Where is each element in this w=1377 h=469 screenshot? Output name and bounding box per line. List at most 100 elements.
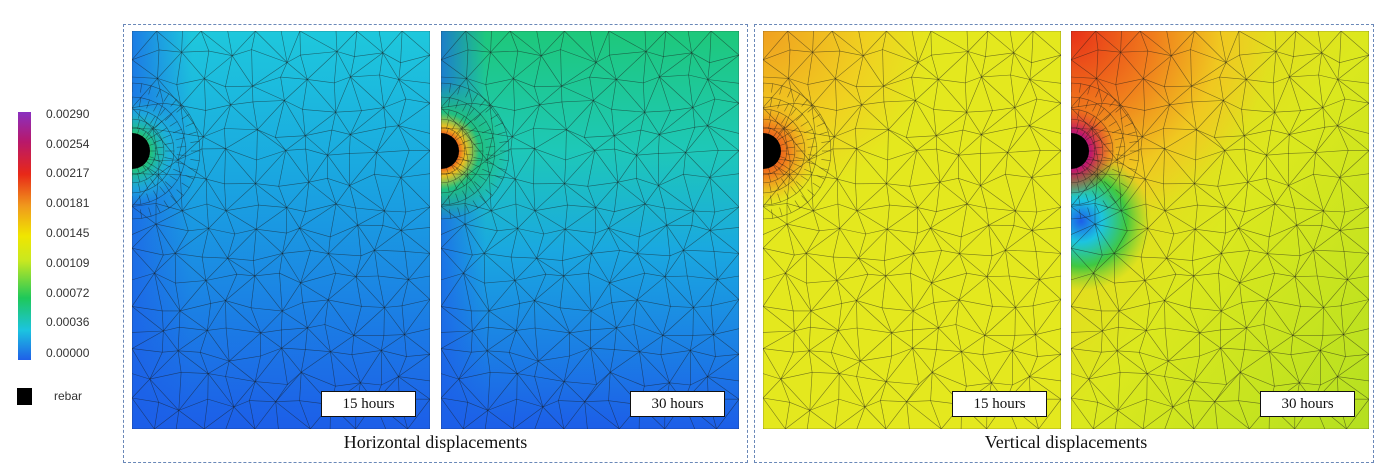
mesh-edge: [787, 88, 792, 98]
mesh-edge: [775, 181, 780, 190]
mesh-edge: [984, 307, 1016, 336]
mesh-edge: [1080, 215, 1091, 219]
mesh-edge: [909, 150, 918, 187]
mesh-edge: [780, 378, 790, 403]
mesh-edge: [398, 98, 407, 126]
mesh-edge: [488, 280, 516, 312]
mesh-edge: [510, 148, 516, 180]
mesh-edge: [1111, 150, 1114, 160]
mesh-edge: [486, 350, 491, 373]
mesh-edge: [855, 128, 857, 149]
mesh-edge: [1078, 195, 1081, 205]
mesh-edge: [282, 310, 308, 329]
mesh-edge: [149, 378, 180, 411]
mesh-edge: [466, 78, 486, 85]
mesh-edge: [351, 350, 382, 355]
mesh-edge: [163, 330, 179, 351]
mesh-edge: [482, 168, 491, 173]
mesh-edge: [1071, 206, 1096, 225]
mesh-edge: [480, 180, 487, 188]
mesh-edge: [282, 253, 301, 284]
mesh-edge: [139, 179, 148, 183]
mesh-edge: [377, 275, 385, 308]
mesh-edge: [1288, 185, 1295, 209]
mesh-edge: [516, 398, 543, 408]
mesh-edge: [142, 171, 148, 180]
mesh-edge: [441, 203, 466, 207]
mesh-edge: [1093, 272, 1115, 284]
mesh-edge: [1071, 272, 1094, 281]
mesh-edge: [595, 31, 610, 63]
mesh-edge: [228, 332, 261, 362]
mesh-edge: [789, 159, 810, 175]
mesh-edge: [1071, 82, 1081, 84]
mesh-edge: [302, 109, 306, 136]
mesh-edge: [807, 84, 813, 106]
mesh-edge: [560, 49, 562, 87]
mesh-edge: [794, 93, 801, 102]
mesh-edge: [691, 52, 709, 80]
mesh-edge: [1077, 109, 1080, 119]
mesh-edge: [458, 99, 467, 104]
mesh-edge: [1197, 204, 1226, 208]
mesh-edge: [149, 350, 179, 380]
mesh-edge: [593, 100, 612, 110]
mesh-edge: [177, 350, 209, 374]
mesh-edge: [1029, 54, 1061, 80]
mesh-edge: [1247, 181, 1276, 205]
mesh-edge: [1149, 300, 1165, 304]
mesh-edge: [1225, 62, 1247, 80]
mesh-edge: [1146, 373, 1174, 408]
mesh-edge: [808, 330, 839, 352]
mesh-edge: [177, 350, 182, 373]
mesh-edge: [279, 272, 301, 284]
mesh-edge: [595, 207, 615, 212]
mesh-edge: [645, 203, 665, 209]
mesh-edge: [517, 373, 535, 377]
legend-tick-label: 0.00145: [46, 226, 90, 240]
mesh-edge: [252, 85, 285, 101]
mesh-edge: [813, 210, 840, 229]
mesh-edge: [793, 134, 802, 139]
mesh-edge: [299, 227, 329, 254]
mesh-edge: [797, 166, 803, 175]
mesh-edge: [1337, 125, 1369, 151]
mesh-edge: [255, 228, 283, 254]
mesh-edge: [836, 148, 857, 180]
mesh-edge: [886, 159, 888, 184]
mesh-edge: [636, 178, 659, 186]
mesh-edge: [786, 223, 820, 232]
mesh-edge: [831, 31, 864, 56]
mesh-edge: [279, 253, 283, 274]
mesh-edge: [690, 350, 716, 357]
mesh-edge: [768, 173, 771, 183]
mesh-edge: [144, 181, 149, 190]
mesh-edge: [508, 352, 518, 374]
mesh-edge: [150, 163, 159, 170]
mesh-edge: [398, 102, 430, 126]
mesh-edge: [786, 115, 793, 122]
mesh-edge: [258, 204, 287, 208]
mesh-edge: [1110, 180, 1117, 188]
mesh-edge: [404, 299, 430, 335]
mesh-edge: [1244, 182, 1249, 212]
mesh-edge: [1313, 152, 1316, 175]
mesh-edge: [643, 82, 645, 113]
mesh-edge: [763, 78, 789, 108]
mesh-edge: [327, 178, 350, 186]
mesh-edge: [379, 74, 399, 80]
mesh-edge: [1115, 84, 1121, 106]
mesh-edge: [959, 253, 993, 257]
mesh-edge: [1220, 282, 1240, 312]
mesh-edge: [188, 131, 198, 135]
mesh-edge: [305, 111, 336, 136]
mesh-edge: [1172, 406, 1195, 429]
mesh-edge: [1289, 126, 1325, 135]
mesh-edge: [1289, 74, 1319, 78]
mesh-edge: [485, 146, 495, 148]
mesh-edge: [566, 100, 594, 130]
mesh-edge: [170, 134, 174, 143]
mesh-edge: [175, 253, 207, 281]
mesh-edge: [659, 134, 686, 153]
mesh-edge: [477, 202, 486, 209]
